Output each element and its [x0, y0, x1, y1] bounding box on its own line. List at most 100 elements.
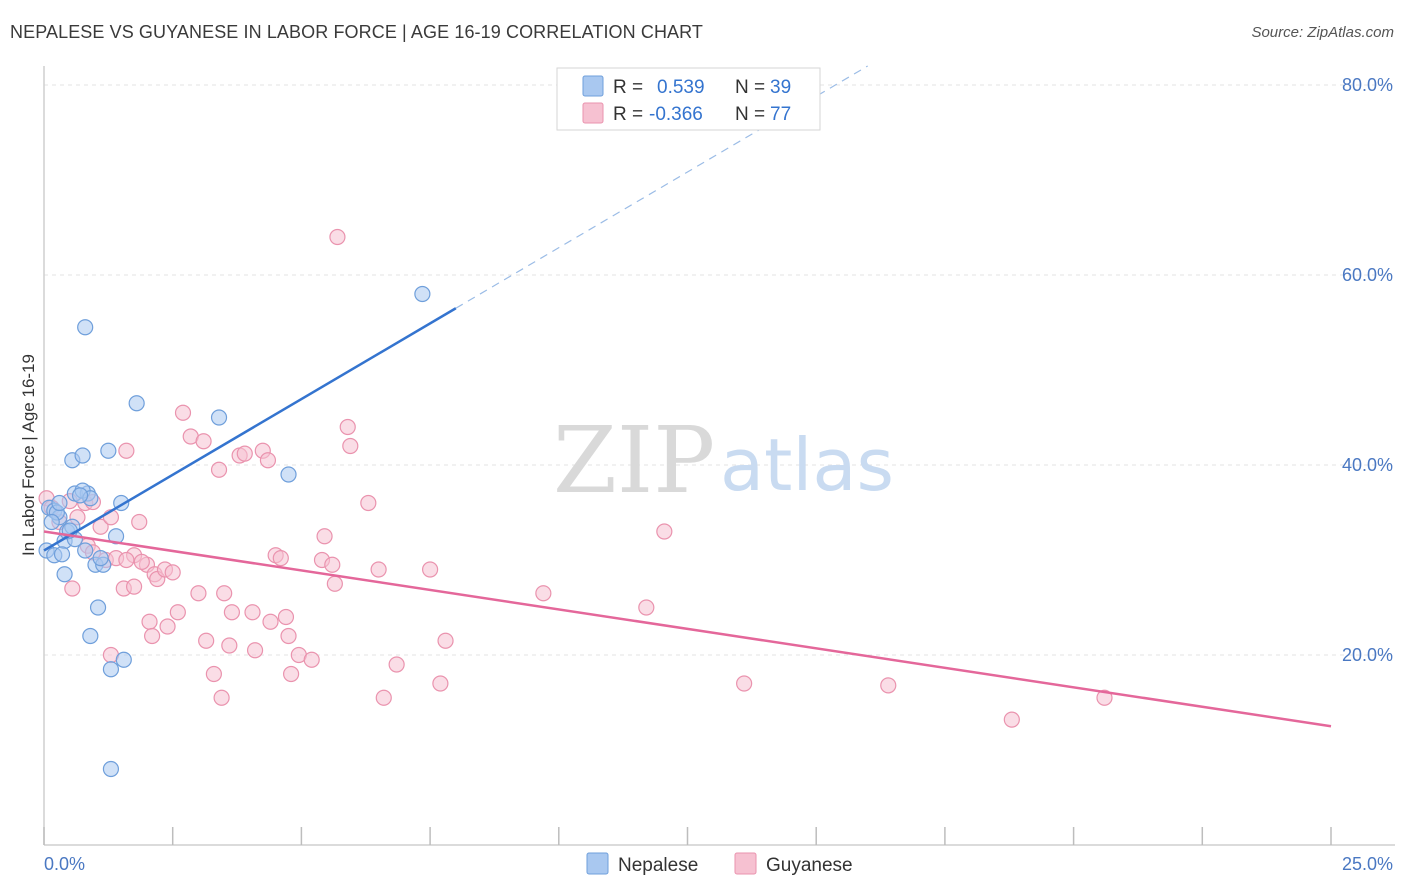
- watermark-zip: ZIP: [553, 407, 715, 514]
- guyanese-point: [236, 445, 253, 462]
- y-tick-label: 20.0%: [1342, 645, 1393, 665]
- source-credit: Source: ZipAtlas.com: [1251, 24, 1394, 41]
- guyanese-point: [422, 561, 439, 578]
- guyanese-point: [342, 437, 359, 455]
- guyanese-point: [370, 561, 387, 578]
- nepalese-point: [100, 442, 117, 459]
- nepalese-n-value: 39: [770, 77, 791, 98]
- x-axis-ticks: [43, 827, 1332, 845]
- nepalese-legend-swatch: [582, 75, 604, 97]
- guyanese-point: [535, 585, 552, 602]
- x-tick-label-min: 0.0%: [44, 854, 85, 874]
- nepalese-point: [56, 566, 73, 583]
- guyanese-point: [1003, 711, 1020, 728]
- nepalese-point: [280, 466, 297, 483]
- nepalese-trend-line: [43, 307, 457, 552]
- trend-lines: [43, 65, 1332, 728]
- guyanese-point: [324, 556, 341, 573]
- y-tick-label: 40.0%: [1342, 455, 1393, 475]
- y-tick-label: 60.0%: [1342, 265, 1393, 285]
- guyanese-point: [223, 604, 241, 621]
- guyanese-r-label: R =: [613, 104, 643, 125]
- guyanese-point: [339, 418, 356, 436]
- nepalese-point: [92, 549, 109, 567]
- guyanese-point: [388, 656, 405, 673]
- nepalese-n-label: N =: [735, 77, 765, 98]
- nepalese-point: [77, 319, 94, 336]
- nepalese-point: [107, 528, 125, 545]
- guyanese-point: [736, 675, 753, 692]
- guyanese-point: [141, 613, 158, 630]
- guyanese-point: [216, 585, 233, 602]
- guyanese-point: [259, 452, 277, 469]
- stats-legend: R = 0.539 N = 39 R = -0.366 N = 77: [556, 67, 821, 131]
- guyanese-point: [195, 433, 212, 450]
- guyanese-n-label: N =: [735, 104, 765, 125]
- guyanese-point: [92, 518, 109, 535]
- guyanese-r-value: -0.366: [649, 104, 703, 125]
- guyanese-point: [280, 627, 297, 645]
- guyanese-point: [159, 618, 176, 635]
- guyanese-point: [283, 665, 300, 683]
- nepalese-point: [43, 513, 60, 531]
- guyanese-point: [174, 404, 192, 421]
- nepalese-point: [82, 627, 99, 645]
- guyanese-point: [262, 613, 279, 630]
- watermark: ZIP atlas: [553, 407, 894, 514]
- nepalese-point: [414, 285, 431, 303]
- series-legend: Nepalese Guyanese: [586, 852, 853, 876]
- guyanese-point: [303, 651, 320, 668]
- guyanese-point: [125, 578, 143, 595]
- guyanese-point: [244, 604, 261, 621]
- x-tick-label-max: 25.0%: [1342, 854, 1393, 874]
- legend-guyanese-swatch: [734, 852, 757, 875]
- y-axis-title: In Labor Force | Age 16-19: [19, 354, 38, 556]
- guyanese-point: [329, 228, 346, 246]
- guyanese-point: [272, 549, 289, 567]
- guyanese-point: [277, 608, 295, 626]
- y-axis-tick-labels: 20.0% 40.0% 60.0% 80.0%: [1342, 75, 1393, 665]
- guyanese-point: [656, 523, 673, 540]
- guyanese-point: [221, 637, 238, 654]
- guyanese-trend-line: [43, 530, 1332, 728]
- nepalese-point: [102, 661, 120, 678]
- watermark-atlas: atlas: [720, 423, 894, 507]
- axes: [43, 66, 1395, 846]
- guyanese-point: [144, 627, 161, 645]
- chart-title: NEPALESE VS GUYANESE IN LABOR FORCE | AG…: [10, 22, 704, 42]
- guyanese-point: [169, 604, 186, 621]
- nepalese-point: [210, 409, 228, 426]
- guyanese-point: [638, 599, 655, 616]
- guyanese-point: [437, 632, 454, 649]
- nepalese-r-value: 0.539: [657, 77, 705, 98]
- nepalese-point: [53, 546, 71, 563]
- guyanese-point: [210, 461, 228, 478]
- guyanese-point: [432, 675, 449, 692]
- guyanese-point: [198, 632, 215, 649]
- guyanese-point: [246, 642, 264, 659]
- legend-nepalese-swatch: [586, 852, 609, 875]
- nepalese-point: [74, 447, 91, 464]
- guyanese-point: [360, 494, 377, 512]
- y-tick-label: 80.0%: [1342, 75, 1393, 95]
- nepalese-r-label: R =: [613, 77, 643, 98]
- nepalese-point: [71, 487, 89, 504]
- guyanese-point: [118, 442, 135, 459]
- nepalese-point: [51, 494, 68, 512]
- guyanese-point: [316, 528, 333, 545]
- nepalese-point: [128, 395, 145, 412]
- nepalese-point: [77, 542, 94, 559]
- nepalese-point: [102, 760, 120, 778]
- legend-guyanese-label: Guyanese: [766, 855, 853, 876]
- guyanese-point: [118, 551, 135, 569]
- guyanese-point: [326, 575, 343, 592]
- guyanese-point: [1096, 689, 1113, 706]
- nepalese-point: [115, 651, 132, 668]
- guyanese-point: [64, 580, 81, 597]
- guyanese-point: [213, 689, 230, 706]
- guyanese-point: [205, 665, 222, 683]
- guyanese-n-value: 77: [770, 104, 791, 125]
- guyanese-legend-swatch: [582, 102, 604, 124]
- guyanese-point: [164, 564, 181, 581]
